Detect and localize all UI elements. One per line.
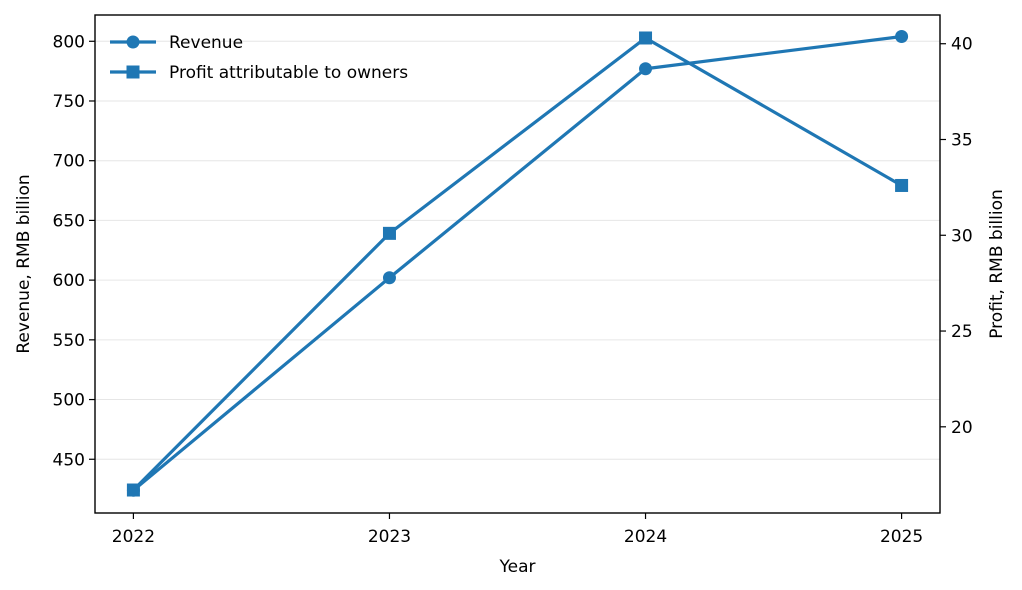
left-tick-label: 750 (53, 92, 85, 112)
series-markers (126, 29, 909, 497)
gridlines (95, 40, 940, 460)
legend: Revenue Profit attributable to owners (110, 33, 408, 83)
data-point (639, 31, 653, 45)
right-tick-label: 25 (951, 322, 973, 342)
left-tick-label: 650 (53, 211, 85, 231)
legend-entry: Profit attributable to owners (110, 63, 408, 83)
data-point (639, 62, 653, 76)
data-point (895, 178, 909, 192)
series-line-1 (132, 36, 903, 492)
left-tick-label: 500 (53, 391, 85, 411)
x-tick-label: 2024 (624, 527, 667, 547)
legend-marker (126, 35, 140, 49)
series-lines (132, 34, 903, 492)
left-tick-label: 700 (53, 152, 85, 172)
left-tick-label: 600 (53, 271, 85, 291)
x-tick-label: 2023 (368, 527, 411, 547)
x-tick-label: 2025 (880, 527, 923, 547)
legend-marker (126, 65, 140, 79)
left-tick-label: 550 (53, 331, 85, 351)
x-axis-label: Year (499, 557, 536, 577)
x-axis-ticks: 2022 2023 2024 2025 (112, 513, 923, 547)
left-tick-label: 450 (53, 450, 85, 470)
data-point (895, 29, 909, 43)
data-point (126, 483, 140, 497)
plot-frame (94, 14, 941, 514)
data-point (382, 226, 396, 240)
legend-label: Revenue (169, 33, 243, 53)
right-y-axis-label: Profit, RMB billion (987, 189, 1007, 339)
left-y-axis-label: Revenue, RMB billion (14, 174, 34, 353)
legend-label: Profit attributable to owners (169, 63, 408, 83)
legend-entry: Revenue (110, 33, 243, 53)
right-tick-label: 30 (951, 226, 973, 246)
x-tick-label: 2022 (112, 527, 155, 547)
data-point (382, 271, 396, 285)
right-tick-label: 20 (951, 418, 973, 438)
right-tick-label: 40 (951, 35, 973, 55)
series-line-0 (132, 34, 902, 492)
left-axis-ticks: 450 500 550 600 650 700 750 800 (53, 32, 95, 470)
right-axis-ticks: 20 25 30 35 40 (940, 35, 973, 438)
left-tick-label: 800 (53, 32, 85, 52)
right-tick-label: 35 (951, 131, 973, 151)
